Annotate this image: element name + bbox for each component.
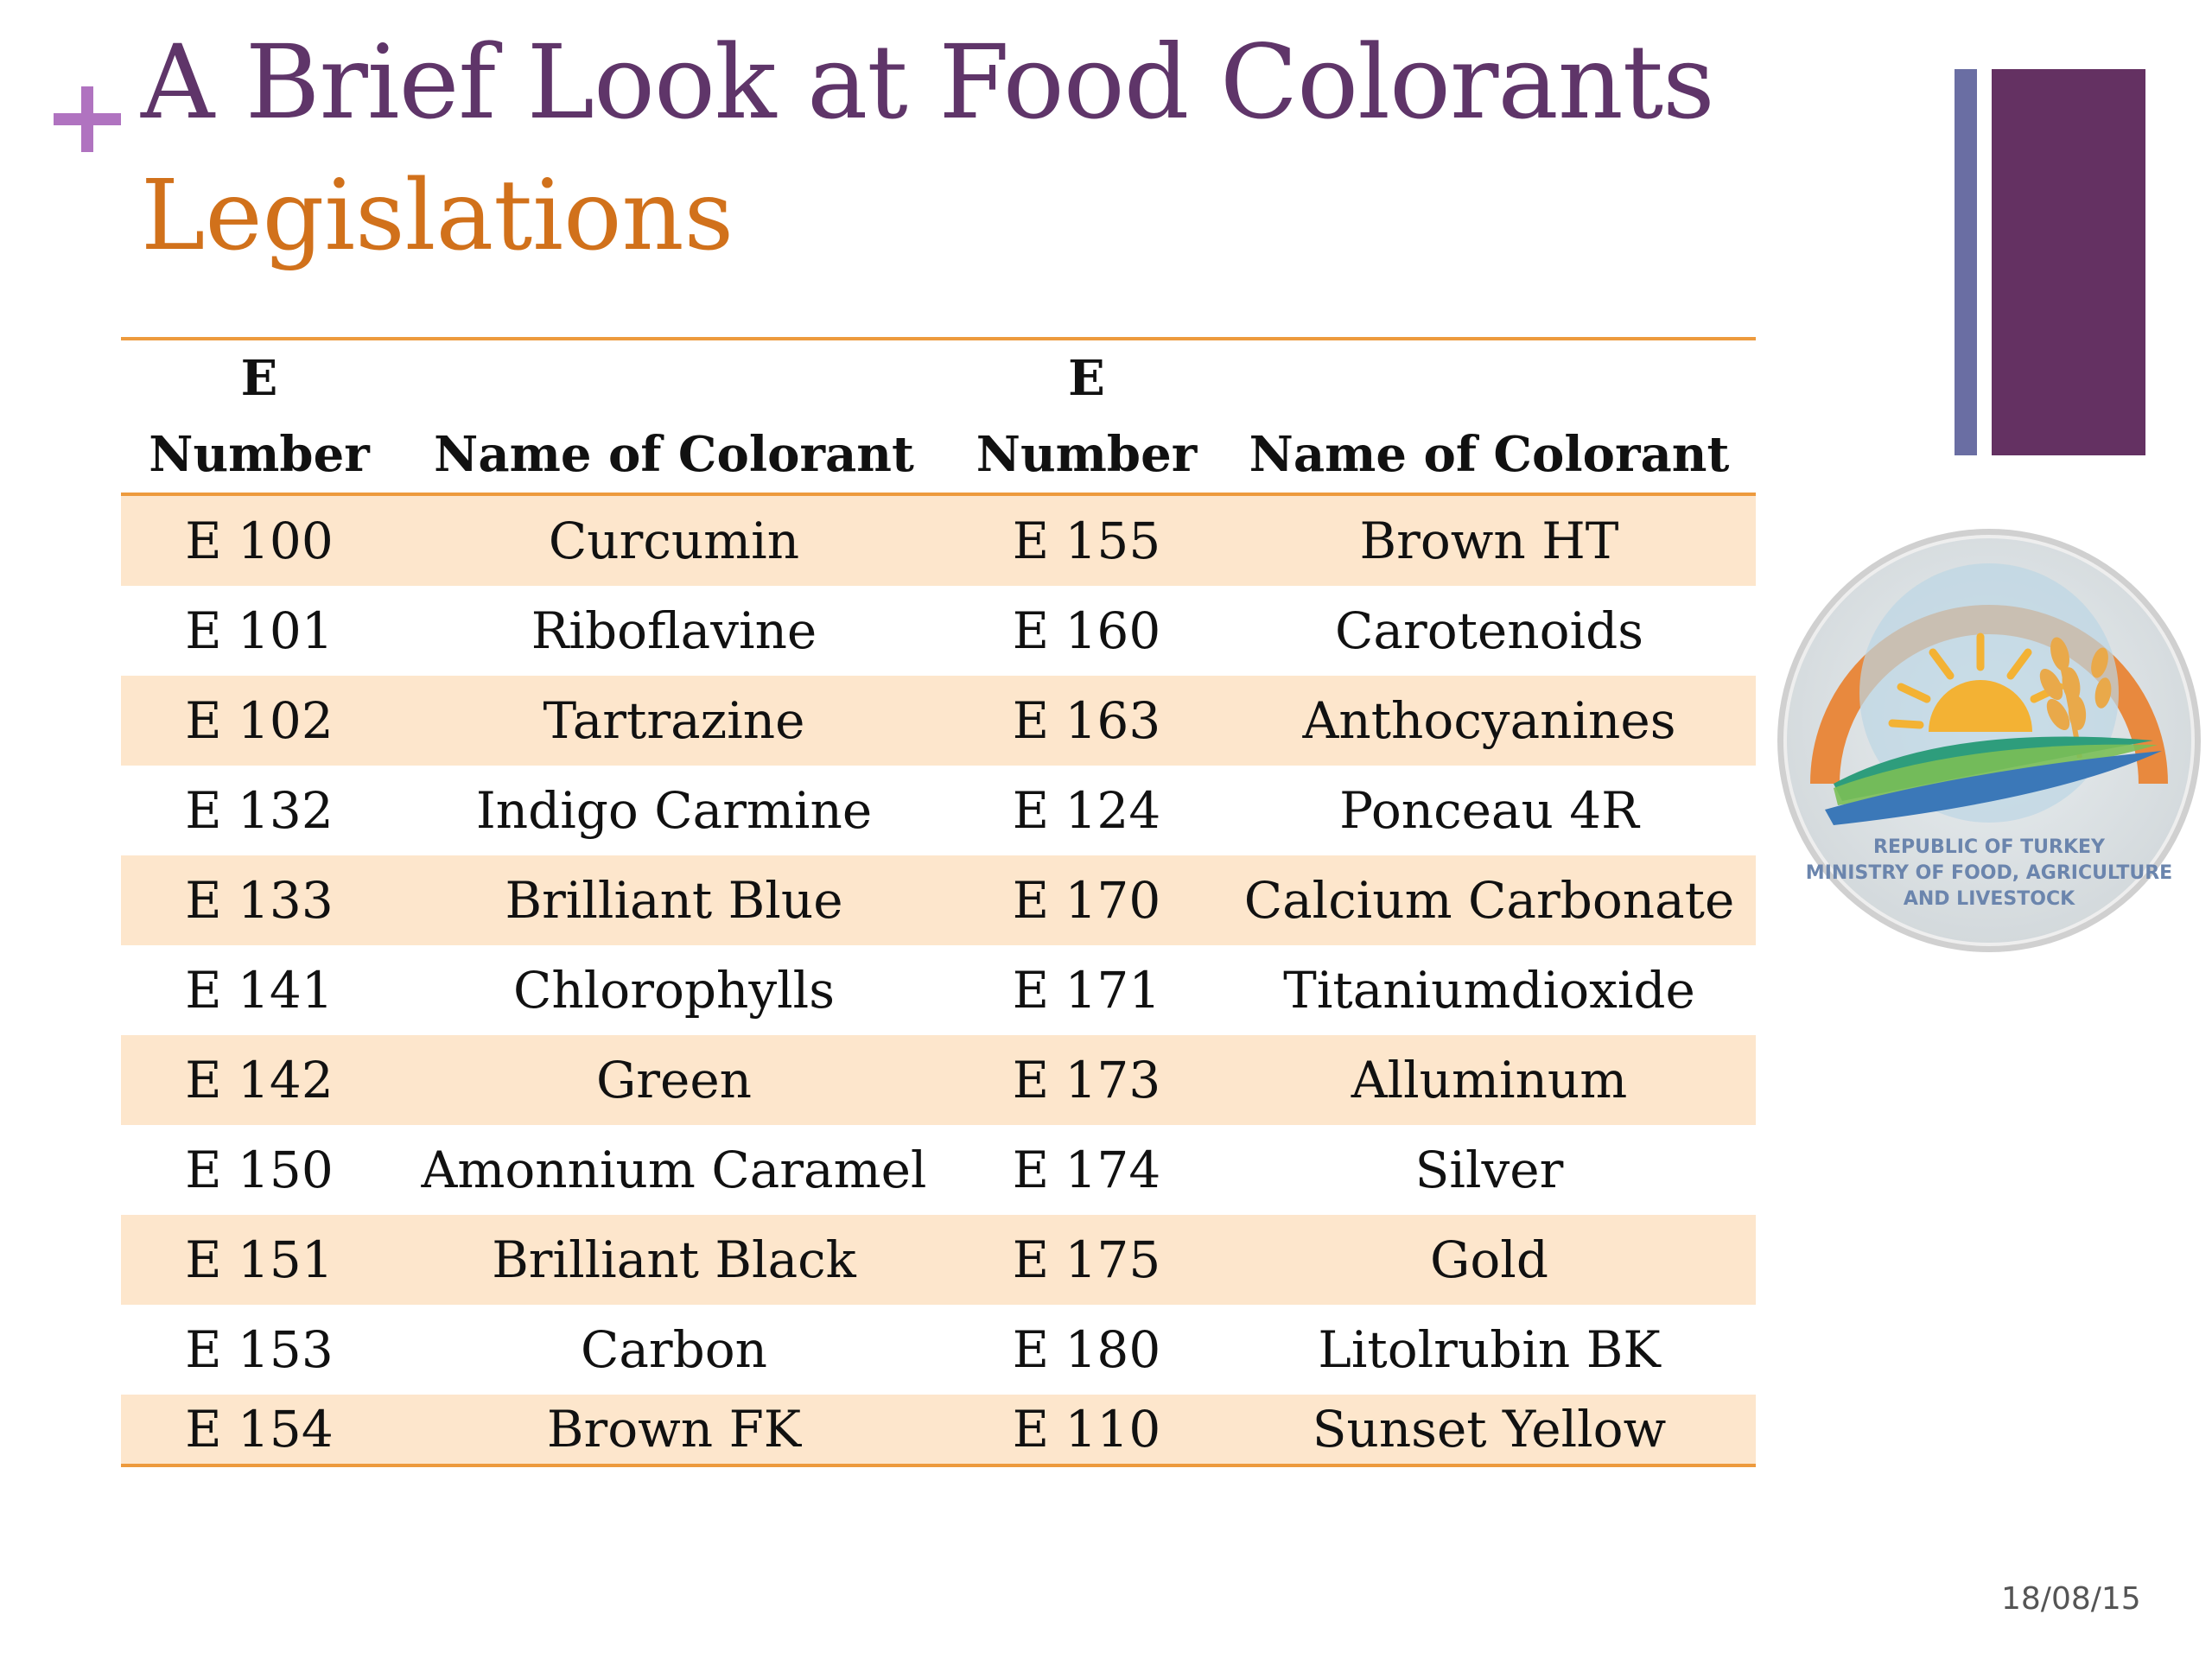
table-body: E 100 Curcumin E 155 Brown HT E 101 Riboflavi… [121, 494, 1756, 1464]
e-number-left: E 132 [185, 781, 334, 840]
e-number-right: E 171 [1012, 961, 1161, 1020]
e-number-right: E 110 [950, 1395, 1223, 1464]
slide-date: 18/08/15 [2001, 1581, 2141, 1617]
colorant-name-left: Riboflavine [531, 601, 817, 660]
decorative-bar-thick [1992, 69, 2145, 455]
colorant-name-right: Brown HT [1223, 494, 1756, 586]
table-row: E 100 Curcumin E 155 Brown HT [121, 494, 1756, 586]
e-number-right: E 163 [950, 676, 1223, 766]
ministry-emblem: REPUBLIC OF TURKEY MINISTRY OF FOOD, AGR… [1777, 529, 2201, 952]
colorant-name-left: Indigo Carmine [475, 781, 873, 840]
e-number-left: E 142 [121, 1035, 397, 1125]
table-row: E 150 Amonnium Caramel E 174 Silver [121, 1125, 1756, 1215]
colorant-name-right: Silver [1414, 1141, 1564, 1199]
e-number-left: E 151 [121, 1215, 397, 1305]
colorant-name-right: Titaniumdioxide [1283, 961, 1695, 1020]
e-number-left: E 101 [185, 601, 334, 660]
e-number-right: E 155 [950, 494, 1223, 586]
colorant-name-left: Brilliant Black [397, 1215, 950, 1305]
colorant-name-left: Curcumin [397, 494, 950, 586]
e-number-left: E 133 [121, 855, 397, 945]
header-e-number-2: E Number [950, 340, 1223, 496]
header-e-number-1: E Number [121, 340, 397, 496]
colorant-name-right: Anthocyanines [1223, 676, 1756, 766]
table-row: E 132 Indigo Carmine E 124 Ponceau 4R [121, 766, 1756, 855]
colorant-name-left: Chlorophylls [513, 961, 835, 1020]
emblem-text-3: AND LIVESTOCK [1904, 888, 2075, 910]
table-row: E 133 Brilliant Blue E 170 Calcium Carbonat… [121, 855, 1756, 945]
e-number-left: E 154 [121, 1395, 397, 1464]
e-number-left: E 141 [185, 961, 334, 1020]
slide-subtitle: Legislations [141, 160, 734, 272]
colorant-name-right: Ponceau 4R [1339, 781, 1639, 840]
colorant-name-right: Sunset Yellow [1223, 1395, 1756, 1464]
e-number-right: E 124 [1012, 781, 1161, 840]
colorant-name-left: Tartrazine [397, 676, 950, 766]
colorant-name-right: Calcium Carbonate [1223, 855, 1756, 945]
wheat-icon [2039, 637, 2112, 759]
decorative-bar-thin [1955, 69, 1977, 455]
e-number-right: E 160 [1012, 601, 1161, 660]
colorant-name-right: Alluminum [1223, 1035, 1756, 1125]
colorant-name-right: Gold [1223, 1215, 1756, 1305]
colorant-name-left: Carbon [580, 1320, 768, 1379]
table-header-row: E Number Name of Colorant E Number Name … [121, 340, 1756, 496]
e-number-right: E 175 [950, 1215, 1223, 1305]
e-number-right: E 173 [950, 1035, 1223, 1125]
colorant-name-left: Brilliant Blue [397, 855, 950, 945]
table-row: E 142 Green E 173 Alluminum [121, 1035, 1756, 1125]
emblem-text-1: REPUBLIC OF TURKEY [1873, 836, 2106, 858]
e-number-right: E 180 [1012, 1320, 1161, 1379]
e-number-right: E 170 [950, 855, 1223, 945]
table-row: E 153 Carbon E 180 Litolrubin BK [121, 1305, 1756, 1395]
table-row: E 101 Riboflavine E 160 Carotenoids [121, 586, 1756, 676]
table-row: E 154 Brown FK E 110 Sunset Yellow [121, 1395, 1756, 1464]
colorant-name-left: Green [397, 1035, 950, 1125]
table-row: E 141 Chlorophylls E 171 Titaniumdioxide [121, 945, 1756, 1035]
slide-title: A Brief Look at Food Colorants [141, 22, 1715, 142]
e-number-left: E 102 [121, 676, 397, 766]
table-row: E 151 Brilliant Black E 175 Gold [121, 1215, 1756, 1305]
colorant-name-right: Litolrubin BK [1318, 1320, 1661, 1379]
e-number-left: E 100 [121, 494, 397, 586]
header-name-1: Name of Colorant [397, 340, 950, 496]
emblem-text-2: MINISTRY OF FOOD, AGRICULTURE [1806, 862, 2172, 884]
colorant-name-left: Brown FK [397, 1395, 950, 1464]
colorant-table: E Number Name of Colorant E Number Name … [121, 337, 1756, 1467]
e-number-left: E 153 [185, 1320, 334, 1379]
table-row: E 102 Tartrazine E 163 Anthocyanines [121, 676, 1756, 766]
colorant-name-right: Carotenoids [1335, 601, 1643, 660]
header-name-2: Name of Colorant [1223, 340, 1756, 496]
e-number-left: E 150 [185, 1141, 334, 1199]
e-number-right: E 174 [1012, 1141, 1161, 1199]
colorant-name-left: Amonnium Caramel [421, 1141, 927, 1199]
plus-icon [54, 86, 123, 156]
